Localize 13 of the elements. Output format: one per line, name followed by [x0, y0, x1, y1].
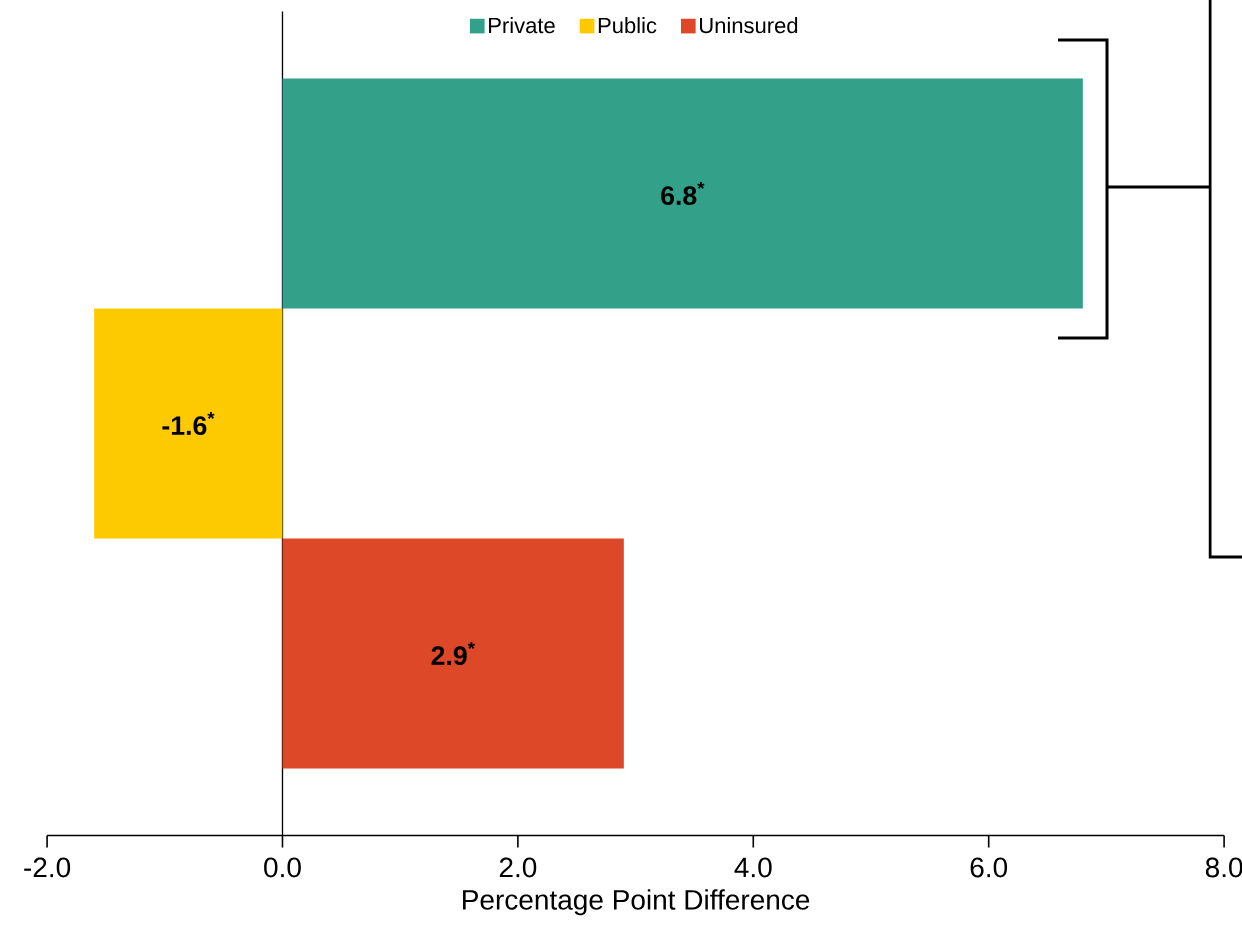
- data-label: 6.8$^{*}$: [661, 181, 705, 206]
- x-tick-label: -2.0: [24, 857, 71, 878]
- legend-label: Uninsured: [700, 17, 798, 34]
- data-label: 2.9$^{*}$: [431, 642, 475, 666]
- x-tick-label: 2.0: [499, 857, 537, 878]
- x-axis-title: Percentage Point Difference: [463, 889, 810, 916]
- data-label: -1.6$^{*}$: [162, 411, 215, 436]
- x-tick-label: 6.0: [970, 857, 1008, 878]
- x-tick-label: 8.0: [1205, 857, 1242, 878]
- legend-label: Private: [489, 17, 555, 34]
- x-tick-label: 4.0: [734, 857, 772, 878]
- legend-label: Public: [598, 17, 657, 34]
- x-tick-label: 0.0: [264, 857, 301, 878]
